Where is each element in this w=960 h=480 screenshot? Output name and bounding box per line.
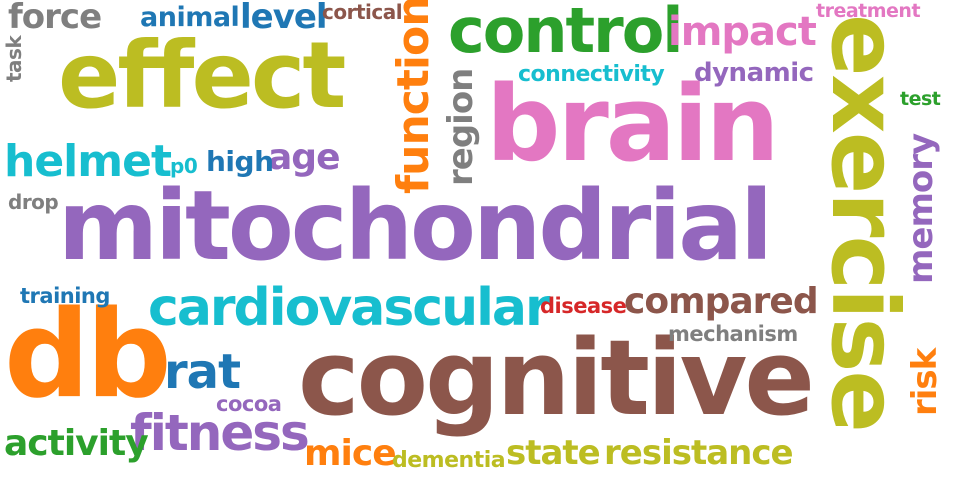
word-task: task <box>2 35 26 82</box>
word-state: state <box>506 433 601 473</box>
word-function: function <box>388 0 439 194</box>
word-p0: p0 <box>170 154 198 178</box>
word-high: high <box>206 145 274 178</box>
word-level: level <box>240 0 328 37</box>
word-animal: animal <box>140 2 240 33</box>
word-training: training <box>20 284 110 308</box>
word-drop: drop <box>8 190 59 214</box>
word-cocoa: cocoa <box>216 392 282 416</box>
word-control: control <box>448 0 684 67</box>
word-db: db <box>4 286 172 425</box>
word-risk: risk <box>905 348 945 416</box>
word-memory: memory <box>901 133 941 284</box>
word-age: age <box>268 137 340 178</box>
word-connectivity: connectivity <box>518 62 665 87</box>
word-fitness: fitness <box>130 404 310 462</box>
word-effect: effect <box>58 22 346 129</box>
word-test: test <box>900 88 941 110</box>
word-force: force <box>8 0 102 37</box>
word-brain: brain <box>486 63 780 185</box>
word-treatment: treatment <box>816 0 921 22</box>
word-helmet: helmet <box>4 136 172 187</box>
word-region: region <box>441 68 481 186</box>
word-exercise: exercise <box>811 14 918 431</box>
word-mice: mice <box>304 433 397 474</box>
word-disease: disease <box>540 294 627 318</box>
word-mitochondrial: mitochondrial <box>58 170 773 282</box>
word-rat: rat <box>164 344 241 400</box>
word-impact: impact <box>668 9 817 55</box>
word-dementia: dementia <box>392 448 506 473</box>
word-activity: activity <box>4 423 149 464</box>
word-compared: compared <box>624 281 819 322</box>
word-dynamic: dynamic <box>694 58 814 88</box>
word-cognitive: cognitive <box>298 317 815 439</box>
word-mechanism: mechanism <box>668 322 798 346</box>
word-cortical: cortical <box>322 0 403 24</box>
word-resistance: resistance <box>604 433 794 473</box>
word-cardiovascular: cardiovascular <box>148 278 551 338</box>
